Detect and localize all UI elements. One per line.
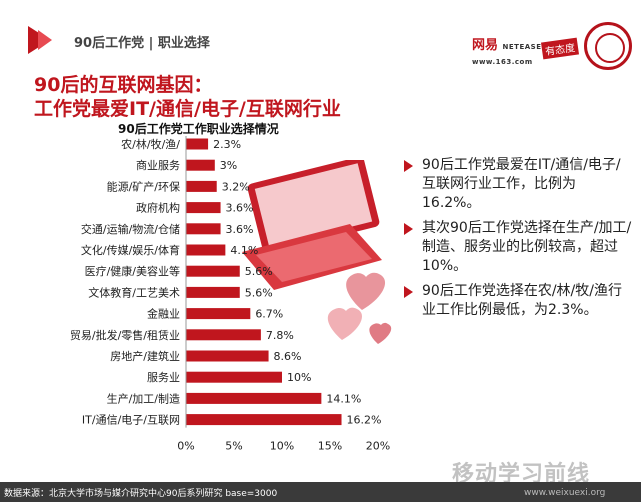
value-label: 8.6% bbox=[274, 350, 302, 363]
value-label: 3.2% bbox=[222, 180, 250, 193]
bar bbox=[186, 286, 240, 298]
footer-bar bbox=[0, 482, 641, 502]
header-arrow-inner-icon bbox=[38, 30, 52, 50]
bullet-item-1: 90后工作党最爱在IT/通信/电子/互联网行业工作，比例为16.2%。 bbox=[402, 156, 632, 213]
category-label: 交通/运输/物流/仓储 bbox=[81, 222, 180, 236]
bar bbox=[186, 223, 221, 235]
value-label: 2.3% bbox=[213, 138, 241, 151]
category-label: 商业服务 bbox=[136, 158, 180, 172]
bar-chart: 农/林/牧/渔/商业服务能源/矿产/环保政府机构交通/运输/物流/仓储文化/传媒… bbox=[70, 136, 390, 453]
category-label: 农/林/牧/渔/ bbox=[121, 137, 180, 151]
category-label: 金融业 bbox=[147, 307, 180, 321]
value-label: 14.1% bbox=[326, 392, 361, 405]
x-tick-label: 5% bbox=[225, 440, 242, 453]
bar bbox=[186, 202, 221, 214]
bullet-item-3: 90后工作党选择在农/林/牧/渔行业工作比例最低，为2.3%。 bbox=[402, 282, 632, 320]
category-label: 医疗/健康/美容业等 bbox=[85, 264, 180, 278]
value-labels: 2.3% 3% 3.2% 3.6% 3.6% 4.1% 5.6% 5.6% 6.7% 7.8% 8.… bbox=[213, 138, 381, 427]
netease-logo-cn: 网易 bbox=[472, 38, 499, 53]
bar bbox=[186, 244, 226, 256]
laptop-hearts-illustration bbox=[242, 160, 392, 344]
category-label: 生产/加工/制造 bbox=[107, 391, 180, 405]
value-label: 10% bbox=[287, 371, 311, 384]
bar bbox=[186, 414, 342, 426]
bullet-list: 90后工作党最爱在IT/通信/电子/互联网行业工作，比例为16.2%。 其次90… bbox=[402, 156, 632, 326]
category-label: 房地产/建筑业 bbox=[110, 349, 180, 363]
bullet-item-2: 其次90后工作党选择在生产/加工/制造、服务业的比例较高，超过10%。 bbox=[402, 219, 632, 276]
x-tick-label: 0% bbox=[177, 440, 194, 453]
value-label: 3.6% bbox=[226, 202, 254, 215]
bar bbox=[186, 350, 269, 362]
category-label: 能源/矿产/环保 bbox=[107, 179, 180, 193]
category-label: 政府机构 bbox=[136, 201, 180, 215]
footer-source: 数据来源：北京大学市场与媒介研究中心90后系列研究 base=3000 bbox=[4, 489, 278, 499]
x-tick-label: 20% bbox=[366, 440, 390, 453]
bar bbox=[186, 265, 240, 277]
value-label: 3% bbox=[220, 159, 237, 172]
bar bbox=[186, 138, 209, 150]
university-seal-icon bbox=[584, 22, 632, 70]
header-title: 90后工作党 | 职业选择 bbox=[74, 36, 210, 51]
value-label: 5.6% bbox=[245, 286, 273, 299]
category-label: 服务业 bbox=[147, 371, 180, 384]
bar bbox=[186, 180, 217, 192]
value-label: 3.6% bbox=[226, 223, 254, 236]
bar bbox=[186, 329, 261, 341]
headline-line1: 90后的互联网基因： bbox=[34, 74, 213, 96]
bar bbox=[186, 392, 322, 404]
category-label: IT/通信/电子/互联网 bbox=[82, 414, 180, 427]
x-tick-label: 10% bbox=[270, 440, 294, 453]
netease-logo: 网易 NETEASE www.163.com bbox=[472, 34, 541, 68]
category-label: 文化/传媒/娱乐/体育 bbox=[81, 243, 180, 257]
header-bar bbox=[0, 0, 641, 68]
bar bbox=[186, 371, 282, 383]
watermark-url: www.weixuexi.org bbox=[524, 488, 606, 498]
netease-logo-en: NETEASE bbox=[502, 43, 542, 51]
bar bbox=[186, 308, 251, 320]
category-label: 文体教育/工艺美术 bbox=[88, 285, 180, 299]
bar bbox=[186, 159, 215, 171]
value-label: 16.2% bbox=[347, 414, 382, 427]
bars bbox=[186, 138, 342, 426]
headline-line2: 工作党最爱IT/通信/电子/互联网行业 bbox=[34, 98, 341, 120]
value-label: 5.6% bbox=[245, 265, 273, 278]
category-labels: 农/林/牧/渔/商业服务能源/矿产/环保政府机构交通/运输/物流/仓储文化/传媒… bbox=[70, 137, 180, 427]
chart-title: 90后工作党工作职业选择情况 bbox=[118, 122, 279, 136]
category-label: 贸易/批发/零售/租赁业 bbox=[70, 328, 180, 342]
value-label: 6.7% bbox=[255, 308, 283, 321]
x-tick-labels: 0% 5% 10% 15% 20% bbox=[177, 136, 390, 453]
value-label: 7.8% bbox=[266, 329, 294, 342]
x-tick-label: 15% bbox=[318, 440, 342, 453]
value-label: 4.1% bbox=[230, 244, 258, 257]
netease-logo-url: www.163.com bbox=[472, 58, 533, 66]
